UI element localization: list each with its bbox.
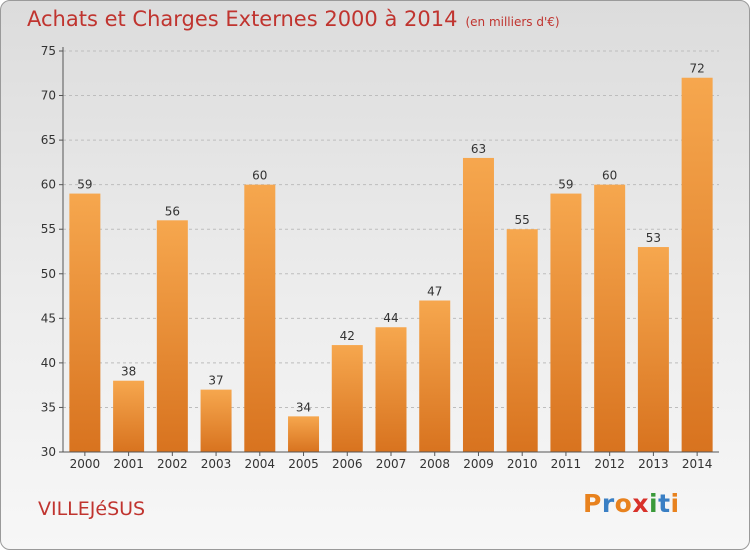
- data-label: 47: [427, 285, 442, 299]
- x-tick-label: 2009: [463, 457, 494, 471]
- y-tick-label: 70: [41, 89, 56, 103]
- data-label: 42: [340, 329, 355, 343]
- data-label: 37: [208, 374, 223, 388]
- data-label: 59: [558, 178, 573, 192]
- bar-2010: [506, 229, 538, 452]
- data-label: 72: [689, 62, 704, 76]
- data-label: 56: [165, 204, 180, 218]
- bar-2009: [462, 157, 494, 452]
- commune-name: VILLEJéSUS: [38, 498, 146, 520]
- x-tick-label: 2008: [419, 457, 450, 471]
- y-tick-label: 65: [41, 133, 56, 147]
- data-label: 60: [252, 169, 267, 183]
- y-tick-label: 35: [41, 400, 56, 414]
- proxiti-logo: Proxiti: [583, 489, 680, 518]
- logo-letter: P: [583, 489, 602, 518]
- x-tick-label: 2001: [113, 457, 144, 471]
- y-tick-label: 50: [41, 267, 56, 281]
- logo-letter: r: [601, 489, 615, 518]
- bar-2008: [419, 300, 451, 452]
- logo-letter: i: [670, 489, 680, 518]
- logo-letter: o: [614, 489, 633, 518]
- x-tick-label: 2004: [245, 457, 276, 471]
- bar-2012: [594, 184, 626, 452]
- bar-2014: [681, 77, 713, 452]
- bar-2013: [637, 247, 669, 452]
- title-text: Achats et Charges Externes 2000 à 2014: [27, 7, 458, 31]
- logo-letter: x: [632, 489, 649, 518]
- unit-text: (en milliers d'€): [465, 15, 560, 29]
- bar-2001: [113, 380, 145, 452]
- bar-2002: [156, 220, 188, 452]
- data-label: 53: [646, 231, 661, 245]
- data-label: 34: [296, 400, 311, 414]
- y-tick-label: 45: [41, 311, 56, 325]
- bar-2003: [200, 389, 232, 452]
- bar-2006: [331, 345, 363, 452]
- bar-2011: [550, 193, 582, 453]
- data-label: 55: [515, 213, 530, 227]
- x-tick-label: 2000: [70, 457, 101, 471]
- bar-2004: [244, 184, 276, 452]
- data-label: 44: [383, 311, 398, 325]
- x-tick-label: 2003: [201, 457, 232, 471]
- data-label: 59: [77, 178, 92, 192]
- bar-2005: [288, 416, 320, 452]
- y-tick-label: 40: [41, 356, 56, 370]
- data-label: 63: [471, 142, 486, 156]
- x-tick-label: 2005: [288, 457, 319, 471]
- x-tick-label: 2007: [376, 457, 407, 471]
- data-label: 60: [602, 169, 617, 183]
- logo-letter: t: [658, 489, 671, 518]
- logo-letter: i: [649, 489, 659, 518]
- bar-2007: [375, 327, 407, 452]
- y-tick-label: 75: [41, 44, 56, 58]
- chart-title: Achats et Charges Externes 2000 à 2014 (e…: [27, 7, 560, 31]
- x-tick-label: 2013: [638, 457, 669, 471]
- x-tick-label: 2014: [682, 457, 713, 471]
- data-label: 38: [121, 365, 136, 379]
- y-tick-label: 60: [41, 178, 56, 192]
- x-tick-label: 2010: [507, 457, 538, 471]
- y-tick-label: 30: [41, 445, 56, 459]
- x-tick-label: 2012: [594, 457, 625, 471]
- x-tick-label: 2002: [157, 457, 188, 471]
- y-tick-label: 55: [41, 222, 56, 236]
- bar-2000: [69, 193, 101, 453]
- x-tick-label: 2011: [551, 457, 582, 471]
- x-tick-label: 2006: [332, 457, 363, 471]
